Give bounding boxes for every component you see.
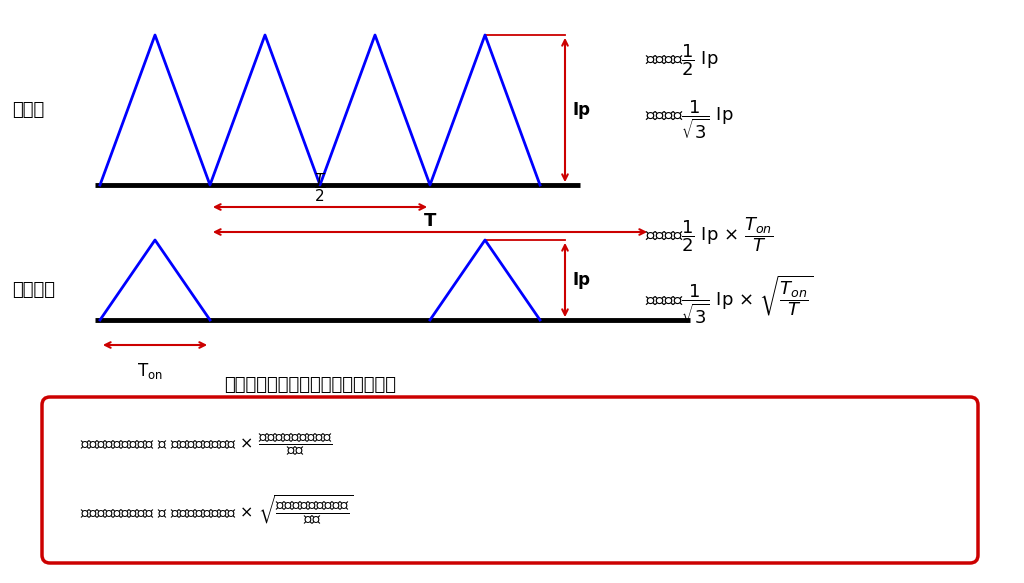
Text: $\dfrac{T}{2}$: $\dfrac{T}{2}$ <box>313 171 327 204</box>
Text: パルス波形の平均値 ＝ 連続波形の平均値 × $\dfrac{\text{パルス波形出力期間}}{\text{周期}}$: パルス波形の平均値 ＝ 連続波形の平均値 × $\dfrac{\text{パルス… <box>80 431 333 458</box>
Text: 平均値：$\dfrac{1}{2}$ Ip $\times$ $\dfrac{T_{on}}{T}$: 平均値：$\dfrac{1}{2}$ Ip $\times$ $\dfrac{T… <box>645 216 773 254</box>
Text: 実効値：$\dfrac{1}{\sqrt{3}}$ Ip: 実効値：$\dfrac{1}{\sqrt{3}}$ Ip <box>645 99 733 142</box>
FancyBboxPatch shape <box>42 397 978 563</box>
Text: 平均値：$\dfrac{1}{2}$ Ip: 平均値：$\dfrac{1}{2}$ Ip <box>645 42 719 78</box>
Text: パルス波形の実効値 ＝ 連続波形の実効値 × $\sqrt{\dfrac{\text{パルス波形出力期間}}{\text{周期}}}$: パルス波形の実効値 ＝ 連続波形の実効値 × $\sqrt{\dfrac{\te… <box>80 493 354 527</box>
Text: 実効値：$\dfrac{1}{\sqrt{3}}$ Ip $\times$ $\sqrt{\dfrac{T_{on}}{T}}$: 実効値：$\dfrac{1}{\sqrt{3}}$ Ip $\times$ $\… <box>645 274 813 326</box>
Text: 連続波: 連続波 <box>12 101 44 119</box>
Text: T: T <box>424 212 436 230</box>
Text: Ip: Ip <box>573 271 591 289</box>
Text: T$_{\rm on}$: T$_{\rm on}$ <box>137 361 163 381</box>
Text: 連続波とパルス波の平均値と実効値: 連続波とパルス波の平均値と実効値 <box>224 376 396 394</box>
Text: Ip: Ip <box>573 101 591 119</box>
Text: パルス波: パルス波 <box>12 281 55 299</box>
